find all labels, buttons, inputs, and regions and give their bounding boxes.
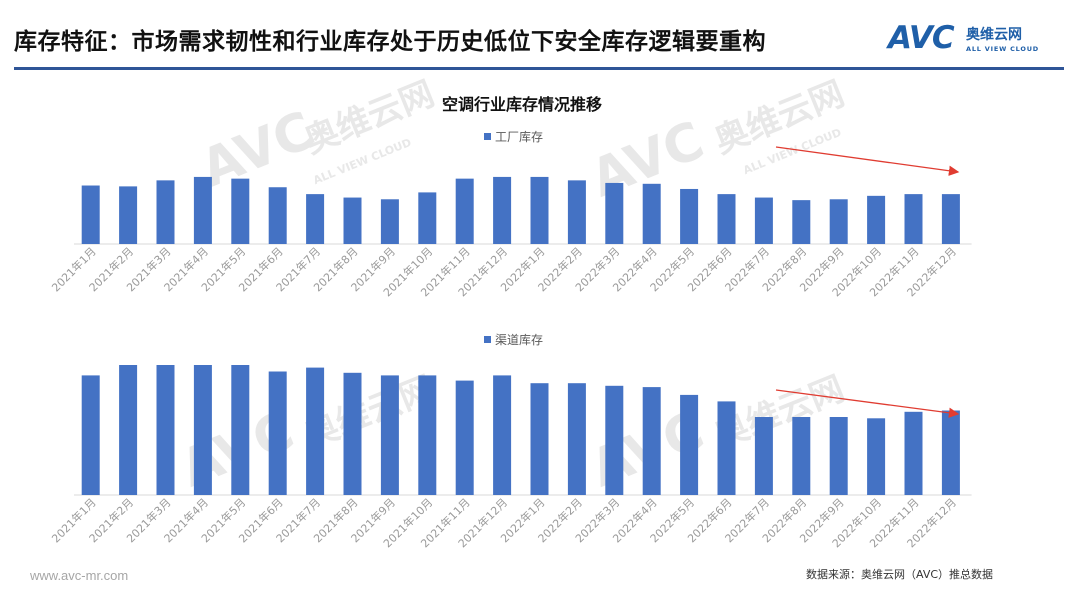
legend-label: 渠道库存 <box>495 332 543 347</box>
bar <box>754 197 773 244</box>
bar <box>717 194 736 244</box>
bar <box>119 365 138 495</box>
page-title: 库存特征：市场需求韧性和行业库存处于历史低位下安全库存逻辑要重构 <box>14 29 766 55</box>
bar <box>455 178 474 244</box>
bar <box>306 194 325 244</box>
data-source: 数据来源：奥维云网（AVC）推总数据 <box>806 568 994 581</box>
bar <box>343 197 362 244</box>
bar <box>156 180 175 244</box>
bar <box>380 375 399 495</box>
bar <box>418 192 437 244</box>
bar <box>81 185 100 244</box>
bar <box>156 365 175 495</box>
bar <box>867 195 886 244</box>
bar <box>455 380 474 495</box>
chart-title: 空调行业库存情况推移 <box>442 95 602 114</box>
bar <box>530 176 549 244</box>
legend-swatch <box>484 133 491 140</box>
channel-inventory-chart: 渠道库存2021年1月2021年2月2021年3月2021年4月2021年5月2… <box>49 332 972 550</box>
bar <box>343 372 362 495</box>
bar <box>268 187 287 244</box>
bar <box>717 401 736 495</box>
bar <box>792 417 811 495</box>
bar <box>904 194 923 244</box>
bar <box>642 387 661 495</box>
bar <box>567 180 586 244</box>
bar <box>642 183 661 244</box>
logo-cn-text: 奥维云网 <box>966 27 1022 43</box>
bar <box>119 186 138 244</box>
bar <box>530 383 549 495</box>
bar <box>792 200 811 244</box>
bar <box>193 365 212 495</box>
bar <box>605 182 624 244</box>
bar <box>904 411 923 495</box>
bar <box>941 194 960 244</box>
logo-en-text: ALL VIEW CLOUD <box>966 45 1039 53</box>
bar <box>829 417 848 495</box>
bar <box>81 375 100 495</box>
bar <box>231 178 250 244</box>
bar <box>941 410 960 495</box>
header-divider <box>14 67 1064 70</box>
bar <box>867 418 886 495</box>
legend-swatch <box>484 336 491 343</box>
trend-arrow <box>775 389 960 418</box>
bar <box>605 385 624 495</box>
bar <box>829 199 848 244</box>
bar <box>380 199 399 244</box>
bar <box>493 375 512 495</box>
legend-label: 工厂库存 <box>495 129 543 144</box>
bar <box>754 417 773 495</box>
bar <box>418 375 437 495</box>
bar <box>680 188 699 244</box>
logo-mark: AVC <box>888 20 955 56</box>
bar <box>567 383 586 495</box>
bar <box>193 176 212 244</box>
bar <box>268 371 287 495</box>
bar <box>493 176 512 244</box>
bar <box>306 367 325 495</box>
factory-inventory-chart: 空调行业库存情况推移工厂库存2021年1月2021年2月2021年3月2021年… <box>49 95 972 299</box>
bar <box>231 365 250 495</box>
bar <box>680 394 699 495</box>
website-link[interactable]: www.avc-mr.com <box>30 568 129 583</box>
avc-logo: AVC 奥维云网 ALL VIEW CLOUD <box>888 20 1068 60</box>
trend-arrow <box>775 146 960 176</box>
